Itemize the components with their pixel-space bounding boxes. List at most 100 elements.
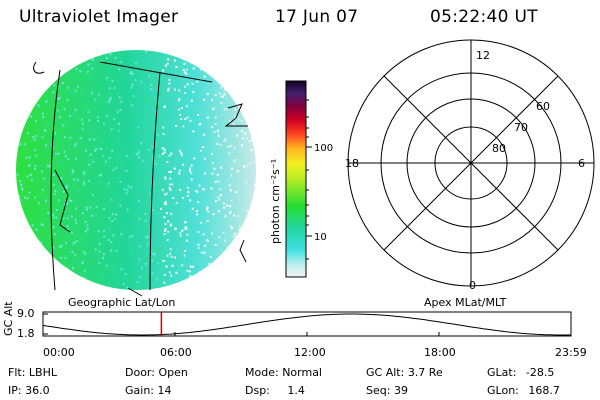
emission-speckle-dot	[77, 190, 80, 193]
emission-speckle-dot	[177, 99, 180, 102]
emission-speckle-dot	[42, 83, 45, 86]
emission-speckle-dot	[130, 70, 133, 73]
emission-speckle-dot	[155, 151, 158, 154]
emission-speckle-dot	[152, 155, 155, 158]
emission-speckle-dot	[202, 133, 205, 136]
emission-speckle-dot	[83, 270, 86, 273]
emission-speckle-dot	[202, 233, 205, 236]
emission-speckle-dot	[170, 255, 173, 258]
emission-speckle-dot	[129, 72, 132, 75]
emission-speckle-dot	[151, 209, 154, 212]
emission-speckle-dot	[119, 160, 122, 163]
emission-speckle-dot	[150, 88, 153, 90]
emission-speckle-dot	[198, 59, 201, 62]
emission-speckle-dot	[110, 241, 113, 243]
emission-speckle-dot	[82, 170, 85, 173]
emission-speckle-dot	[199, 122, 202, 125]
emission-speckle-dot	[148, 275, 151, 278]
emission-speckle-dot	[226, 108, 229, 111]
emission-speckle-dot	[223, 139, 226, 142]
orbit-xtick-0600: 06:00	[160, 346, 192, 359]
emission-speckle-dot	[115, 213, 118, 216]
emission-speckle-dot	[156, 134, 159, 137]
emission-speckle-dot	[92, 203, 95, 205]
emission-speckle-dot	[52, 226, 55, 229]
emission-speckle-dot	[221, 65, 224, 68]
emission-speckle-dot	[254, 201, 256, 204]
emission-speckle-dot	[39, 164, 42, 167]
emission-speckle-dot	[66, 267, 69, 270]
emission-speckle-dot	[246, 264, 249, 267]
emission-speckle-dot	[171, 264, 174, 267]
emission-speckle-dot	[19, 180, 22, 182]
geographic-image	[16, 50, 256, 290]
emission-speckle-dot	[119, 108, 122, 111]
emission-speckle-dot	[131, 83, 134, 86]
emission-speckle-dot	[254, 235, 256, 238]
emission-speckle-dot	[73, 144, 76, 147]
emission-speckle-dot	[168, 82, 171, 85]
emission-speckle-dot	[21, 234, 24, 237]
emission-speckle-dot	[63, 108, 66, 111]
emission-speckle-dot	[19, 232, 22, 235]
emission-speckle-dot	[218, 198, 221, 201]
emission-speckle-dot	[96, 116, 99, 119]
emission-speckle-dot	[67, 158, 70, 161]
emission-speckle-dot	[144, 219, 147, 222]
emission-speckle-dot	[244, 115, 247, 118]
emission-speckle-dot	[179, 113, 182, 116]
orbit-ytick-low: 1.8	[17, 327, 35, 340]
emission-speckle-dot	[225, 204, 228, 207]
emission-speckle-dot	[105, 100, 108, 103]
emission-speckle-dot	[53, 247, 56, 250]
emission-speckle-dot	[200, 278, 203, 281]
emission-speckle-dot	[251, 98, 254, 101]
emission-speckle-dot	[227, 246, 230, 249]
emission-speckle-dot	[44, 199, 47, 202]
emission-speckle-dot	[83, 251, 85, 254]
emission-speckle-dot	[54, 132, 57, 135]
emission-speckle-dot	[223, 89, 226, 92]
emission-speckle-dot	[35, 252, 38, 255]
emission-speckle-dot	[62, 190, 65, 193]
emission-speckle-dot	[82, 241, 85, 244]
emission-speckle-dot	[237, 215, 240, 218]
emission-speckle-dot	[186, 233, 189, 236]
emission-speckle-dot	[46, 164, 49, 167]
emission-speckle-dot	[179, 234, 182, 237]
emission-speckle-dot	[114, 218, 117, 221]
emission-speckle-dot	[163, 148, 166, 151]
emission-speckle-dot	[249, 227, 252, 230]
emission-speckle-dot	[240, 144, 243, 147]
emission-speckle-dot	[193, 157, 196, 160]
emission-speckle-dot	[75, 240, 78, 243]
emission-speckle-dot	[42, 246, 45, 249]
emission-speckle-dot	[162, 133, 165, 135]
emission-speckle-dot	[140, 80, 143, 83]
emission-speckle-dot	[144, 212, 147, 215]
emission-speckle-dot	[223, 108, 226, 111]
emission-speckle-dot	[134, 62, 137, 65]
emission-speckle-dot	[31, 224, 34, 227]
emission-speckle-dot	[189, 275, 192, 278]
emission-speckle-dot	[30, 179, 33, 182]
emission-speckle-dot	[224, 84, 227, 87]
emission-speckle-dot	[19, 244, 22, 247]
emission-speckle-dot	[229, 225, 232, 228]
emission-speckle-dot	[185, 52, 188, 54]
emission-speckle-dot	[132, 142, 135, 145]
emission-speckle-dot	[146, 243, 149, 246]
emission-speckle-dot	[43, 129, 46, 131]
emission-speckle-dot	[91, 194, 94, 197]
emission-speckle-dot	[247, 242, 249, 245]
info-seq: Seq: 39	[366, 384, 408, 397]
emission-speckle-dot	[115, 167, 118, 169]
emission-speckle-dot	[82, 212, 84, 215]
emission-speckle-dot	[108, 87, 111, 90]
emission-speckle-dot	[217, 76, 220, 79]
emission-speckle-dot	[230, 174, 233, 177]
emission-speckle-dot	[25, 247, 28, 250]
emission-speckle-dot	[168, 187, 171, 190]
emission-speckle-dot	[236, 170, 239, 173]
